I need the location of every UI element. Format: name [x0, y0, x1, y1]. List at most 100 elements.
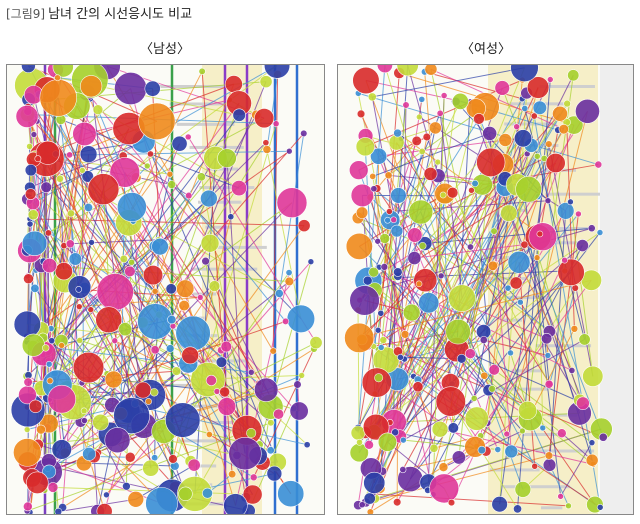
fixation	[418, 241, 427, 250]
text-line	[489, 468, 540, 472]
fixation	[575, 239, 589, 252]
fixation	[567, 69, 580, 82]
fixation	[440, 92, 448, 99]
fixation	[423, 166, 438, 181]
fixation	[147, 150, 154, 158]
fixation	[424, 65, 438, 76]
fixation	[111, 337, 119, 345]
fixation	[544, 379, 554, 389]
fixation	[402, 303, 421, 322]
fixation	[272, 120, 280, 128]
fixation	[66, 151, 74, 159]
fixation	[521, 105, 529, 112]
fixation	[473, 113, 485, 125]
fixation	[42, 344, 50, 352]
text-line	[522, 433, 563, 437]
saccade	[397, 192, 453, 273]
fixation	[266, 465, 283, 482]
saccade	[41, 265, 290, 282]
saccade	[373, 302, 430, 484]
fixation	[488, 385, 496, 393]
panel-label: 〈남성〉	[140, 42, 190, 57]
fixation	[470, 394, 478, 402]
fixation	[144, 80, 161, 97]
fixation	[520, 240, 529, 249]
fixation	[517, 298, 524, 306]
saccade	[427, 87, 539, 491]
text-line	[169, 102, 227, 106]
fixation	[54, 74, 61, 82]
fixation	[196, 172, 206, 182]
fixation	[51, 439, 72, 460]
fixation	[30, 283, 40, 293]
fixation	[119, 254, 128, 264]
fixation	[150, 345, 160, 355]
saccade	[226, 158, 246, 454]
fixation	[217, 397, 237, 416]
fixation	[274, 289, 284, 298]
saccade	[79, 296, 201, 308]
fixation	[413, 268, 438, 293]
fixation	[368, 266, 379, 278]
fixation	[228, 436, 262, 471]
fixation	[266, 446, 275, 455]
fixation	[187, 458, 201, 472]
saccade	[358, 169, 386, 239]
fixation	[390, 224, 404, 238]
fixation	[578, 333, 591, 346]
text-line	[541, 506, 563, 510]
fixation	[539, 424, 547, 432]
fixation	[399, 466, 407, 474]
fixation	[435, 386, 466, 417]
fixation	[96, 503, 113, 514]
fixation	[151, 287, 159, 295]
saccade	[172, 202, 293, 327]
fixation	[358, 501, 366, 509]
text-line	[488, 277, 528, 281]
fixation	[309, 336, 323, 350]
saccade	[396, 142, 551, 384]
text-line	[539, 241, 585, 245]
fixation	[165, 283, 177, 295]
fixation	[464, 348, 476, 360]
fixation	[379, 336, 388, 344]
saccade	[46, 158, 172, 186]
fixation	[92, 104, 104, 115]
fixation	[366, 508, 375, 514]
panel-label: 〈여성〉	[461, 42, 511, 57]
fixation	[544, 451, 554, 460]
fixation	[128, 258, 136, 266]
fixation	[145, 398, 152, 405]
fixation	[391, 428, 400, 437]
fixation	[181, 346, 200, 365]
figure-title: 남녀 간의 시선응시도 비교	[48, 7, 193, 22]
fixation	[13, 310, 41, 338]
fixation	[284, 276, 294, 287]
fixation	[42, 257, 58, 274]
fixation	[350, 183, 374, 208]
fixation	[596, 504, 604, 511]
fixation	[205, 374, 217, 386]
fixation	[431, 420, 449, 438]
fixation	[429, 473, 460, 504]
fixation	[56, 174, 64, 183]
fixation	[418, 147, 426, 155]
fixation	[370, 185, 378, 193]
fixation	[151, 237, 169, 256]
figure-number: [그림9]	[6, 7, 46, 21]
saccade	[377, 157, 545, 242]
fixation	[79, 145, 98, 163]
saccade	[424, 71, 454, 428]
fixation	[519, 427, 526, 435]
fixation	[356, 438, 363, 446]
fixation	[103, 491, 110, 499]
fixation	[72, 351, 105, 384]
fixation	[300, 129, 308, 138]
saccade	[372, 132, 490, 177]
saccade	[27, 202, 293, 396]
fixation	[545, 140, 553, 148]
fixation	[286, 304, 316, 333]
fixation	[415, 280, 423, 288]
saccade	[424, 227, 592, 245]
fixation	[476, 147, 506, 177]
